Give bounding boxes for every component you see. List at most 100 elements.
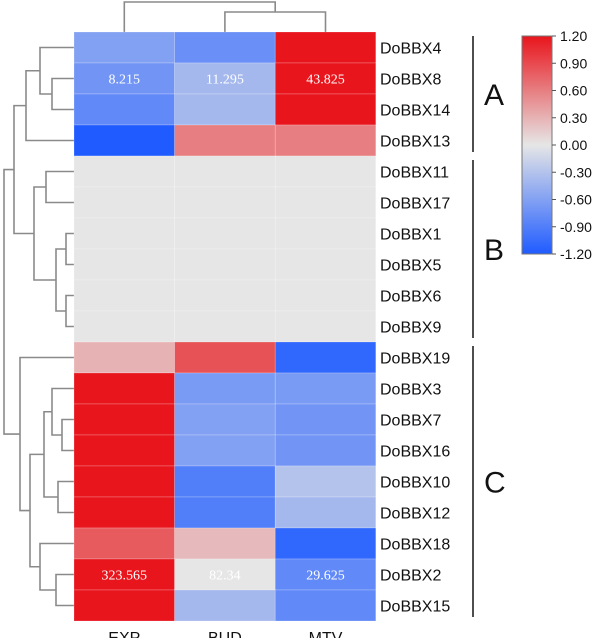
cluster-label-a: A xyxy=(484,79,504,112)
heatmap-cell-dobbx2-bud xyxy=(174,558,276,591)
heatmap-cell-dobbx19-exp xyxy=(73,341,175,374)
heatmap-cell-dobbx7-bud xyxy=(174,403,276,436)
heatmap-cell-dobbx6-exp xyxy=(73,279,175,312)
row-label-dobbx18: DoBBX18 xyxy=(380,537,450,554)
row-dendrogram-branch xyxy=(39,542,74,591)
row-label-dobbx17: DoBBX17 xyxy=(380,196,450,213)
heatmap-cell-dobbx10-mtv xyxy=(274,465,377,498)
row-labels: DoBBX4 DoBBX8 DoBBX14 DoBBX13 DoBBX11 DoBBX17… xyxy=(380,41,450,616)
column-dendrogram-branch xyxy=(123,1,276,32)
heatmap-cell-dobbx9-exp xyxy=(73,310,175,343)
heatmap-cell-dobbx13-bud xyxy=(174,124,276,157)
heatmap-cell-dobbx6-mtv xyxy=(274,279,377,312)
column-label-bud: BUD xyxy=(208,630,242,638)
heatmap-cell-dobbx6-bud xyxy=(174,279,276,312)
row-label-dobbx1: DoBBX1 xyxy=(380,227,441,244)
heatmap-cell-dobbx15-mtv xyxy=(274,589,377,622)
row-label-dobbx12: DoBBX12 xyxy=(380,506,450,523)
heatmap-cell-dobbx16-exp xyxy=(73,434,175,467)
heatmap-cell-dobbx19-bud xyxy=(174,341,276,374)
column-dendrogram xyxy=(123,1,327,32)
row-dendrogram-branch xyxy=(25,69,74,142)
row-label-dobbx9: DoBBX9 xyxy=(380,320,441,337)
heatmap-cell-dobbx10-exp xyxy=(73,465,175,498)
heatmap-cell-dobbx8-mtv xyxy=(274,62,377,95)
row-dendrogram-branch xyxy=(33,186,56,281)
heatmap-cell-dobbx7-exp xyxy=(73,403,175,436)
heatmap-cell-dobbx19-mtv xyxy=(274,341,377,374)
cell-value-label: 29.625 xyxy=(306,569,345,584)
column-label-exp: EXP xyxy=(108,630,140,638)
heatmap-cell-dobbx12-mtv xyxy=(274,496,377,529)
cell-value-label: 11.295 xyxy=(206,73,244,88)
heatmap-cell-dobbx17-bud xyxy=(174,186,276,219)
cluster-label-b: B xyxy=(484,234,504,267)
row-label-dobbx6: DoBBX6 xyxy=(380,289,441,306)
heatmap-cell-dobbx4-bud xyxy=(174,31,276,64)
heatmap-cell-dobbx14-bud xyxy=(174,93,276,126)
row-label-dobbx15: DoBBX15 xyxy=(380,599,450,616)
heatmap-cell-dobbx17-exp xyxy=(73,186,175,219)
row-dendrogram-branch xyxy=(19,356,74,512)
heatmap-cell-dobbx2-exp xyxy=(73,558,175,591)
row-dendrogram-branch xyxy=(13,104,34,235)
heatmap-cell-dobbx16-mtv xyxy=(274,434,377,467)
row-label-dobbx10: DoBBX10 xyxy=(380,475,450,492)
colorbar-tick-label: 0.90 xyxy=(560,55,587,71)
heatmap-cell-dobbx3-bud xyxy=(174,372,276,405)
heatmap-cell-dobbx12-bud xyxy=(174,496,276,529)
row-dendrogram-branch xyxy=(55,573,74,607)
row-label-dobbx19: DoBBX19 xyxy=(380,351,450,368)
heatmap-cells xyxy=(73,31,377,622)
heatmap-cell-dobbx15-exp xyxy=(73,589,175,622)
heatmap-cell-dobbx13-mtv xyxy=(274,124,377,157)
row-dendrogram-branch xyxy=(65,294,74,328)
row-label-dobbx16: DoBBX16 xyxy=(380,444,450,461)
heatmap-cell-dobbx3-exp xyxy=(73,372,175,405)
cell-value-label: 8.215 xyxy=(109,73,141,88)
row-dendrogram-branch xyxy=(3,168,20,435)
cluster-label-c: C xyxy=(484,467,506,500)
heatmap-cell-dobbx13-exp xyxy=(73,124,175,157)
heatmap-cell-dobbx9-bud xyxy=(174,310,276,343)
colorbar-tick-label: -0.90 xyxy=(560,219,592,235)
heatmap-cell-dobbx14-exp xyxy=(73,93,175,126)
row-label-dobbx11: DoBBX11 xyxy=(380,165,449,182)
row-dendrogram-branch xyxy=(55,248,66,312)
heatmap-cell-dobbx18-bud xyxy=(174,527,276,560)
row-label-dobbx13: DoBBX13 xyxy=(380,134,450,151)
row-dendrogram-branch xyxy=(65,232,74,266)
heatmap-cell-dobbx18-exp xyxy=(73,527,175,560)
row-dendrogram-branch xyxy=(29,453,44,568)
heatmap-cell-dobbx18-mtv xyxy=(274,527,377,560)
row-label-dobbx2: DoBBX2 xyxy=(380,568,441,585)
row-dendrogram-branch xyxy=(61,418,74,452)
column-dendrogram-branch xyxy=(224,11,327,32)
row-label-dobbx7: DoBBX7 xyxy=(380,413,441,430)
row-dendrogram-branch xyxy=(45,170,74,204)
heatmap-cell-dobbx17-mtv xyxy=(274,186,377,219)
heatmap-cell-dobbx4-exp xyxy=(73,31,175,64)
colorbar-tick-label: 1.20 xyxy=(560,28,587,44)
heatmap-cell-dobbx14-mtv xyxy=(274,93,377,126)
row-dendrogram-branch xyxy=(57,480,74,514)
heatmap-cell-dobbx16-bud xyxy=(174,434,276,467)
heatmap-cell-dobbx11-bud xyxy=(174,155,276,188)
heatmap-cell-dobbx8-bud xyxy=(174,62,276,95)
heatmap-cell-dobbx2-mtv xyxy=(274,558,377,591)
heatmap-cell-dobbx3-mtv xyxy=(274,372,377,405)
heatmap-cell-dobbx10-bud xyxy=(174,465,276,498)
heatmap-cell-dobbx12-exp xyxy=(73,496,175,529)
heatmap-cell-dobbx15-bud xyxy=(174,589,276,622)
heatmap-cell-dobbx7-mtv xyxy=(274,403,377,436)
row-label-dobbx4: DoBBX4 xyxy=(380,41,441,58)
row-label-dobbx14: DoBBX14 xyxy=(380,103,450,120)
heatmap-cell-dobbx1-exp xyxy=(73,217,175,250)
row-dendrogram-branch xyxy=(39,46,74,95)
heatmap-cell-dobbx11-mtv xyxy=(274,155,377,188)
heatmap-cell-dobbx1-mtv xyxy=(274,217,377,250)
row-label-dobbx3: DoBBX3 xyxy=(380,382,441,399)
heatmap-cell-dobbx5-bud xyxy=(174,248,276,281)
row-dendrogram-branch xyxy=(51,387,74,436)
